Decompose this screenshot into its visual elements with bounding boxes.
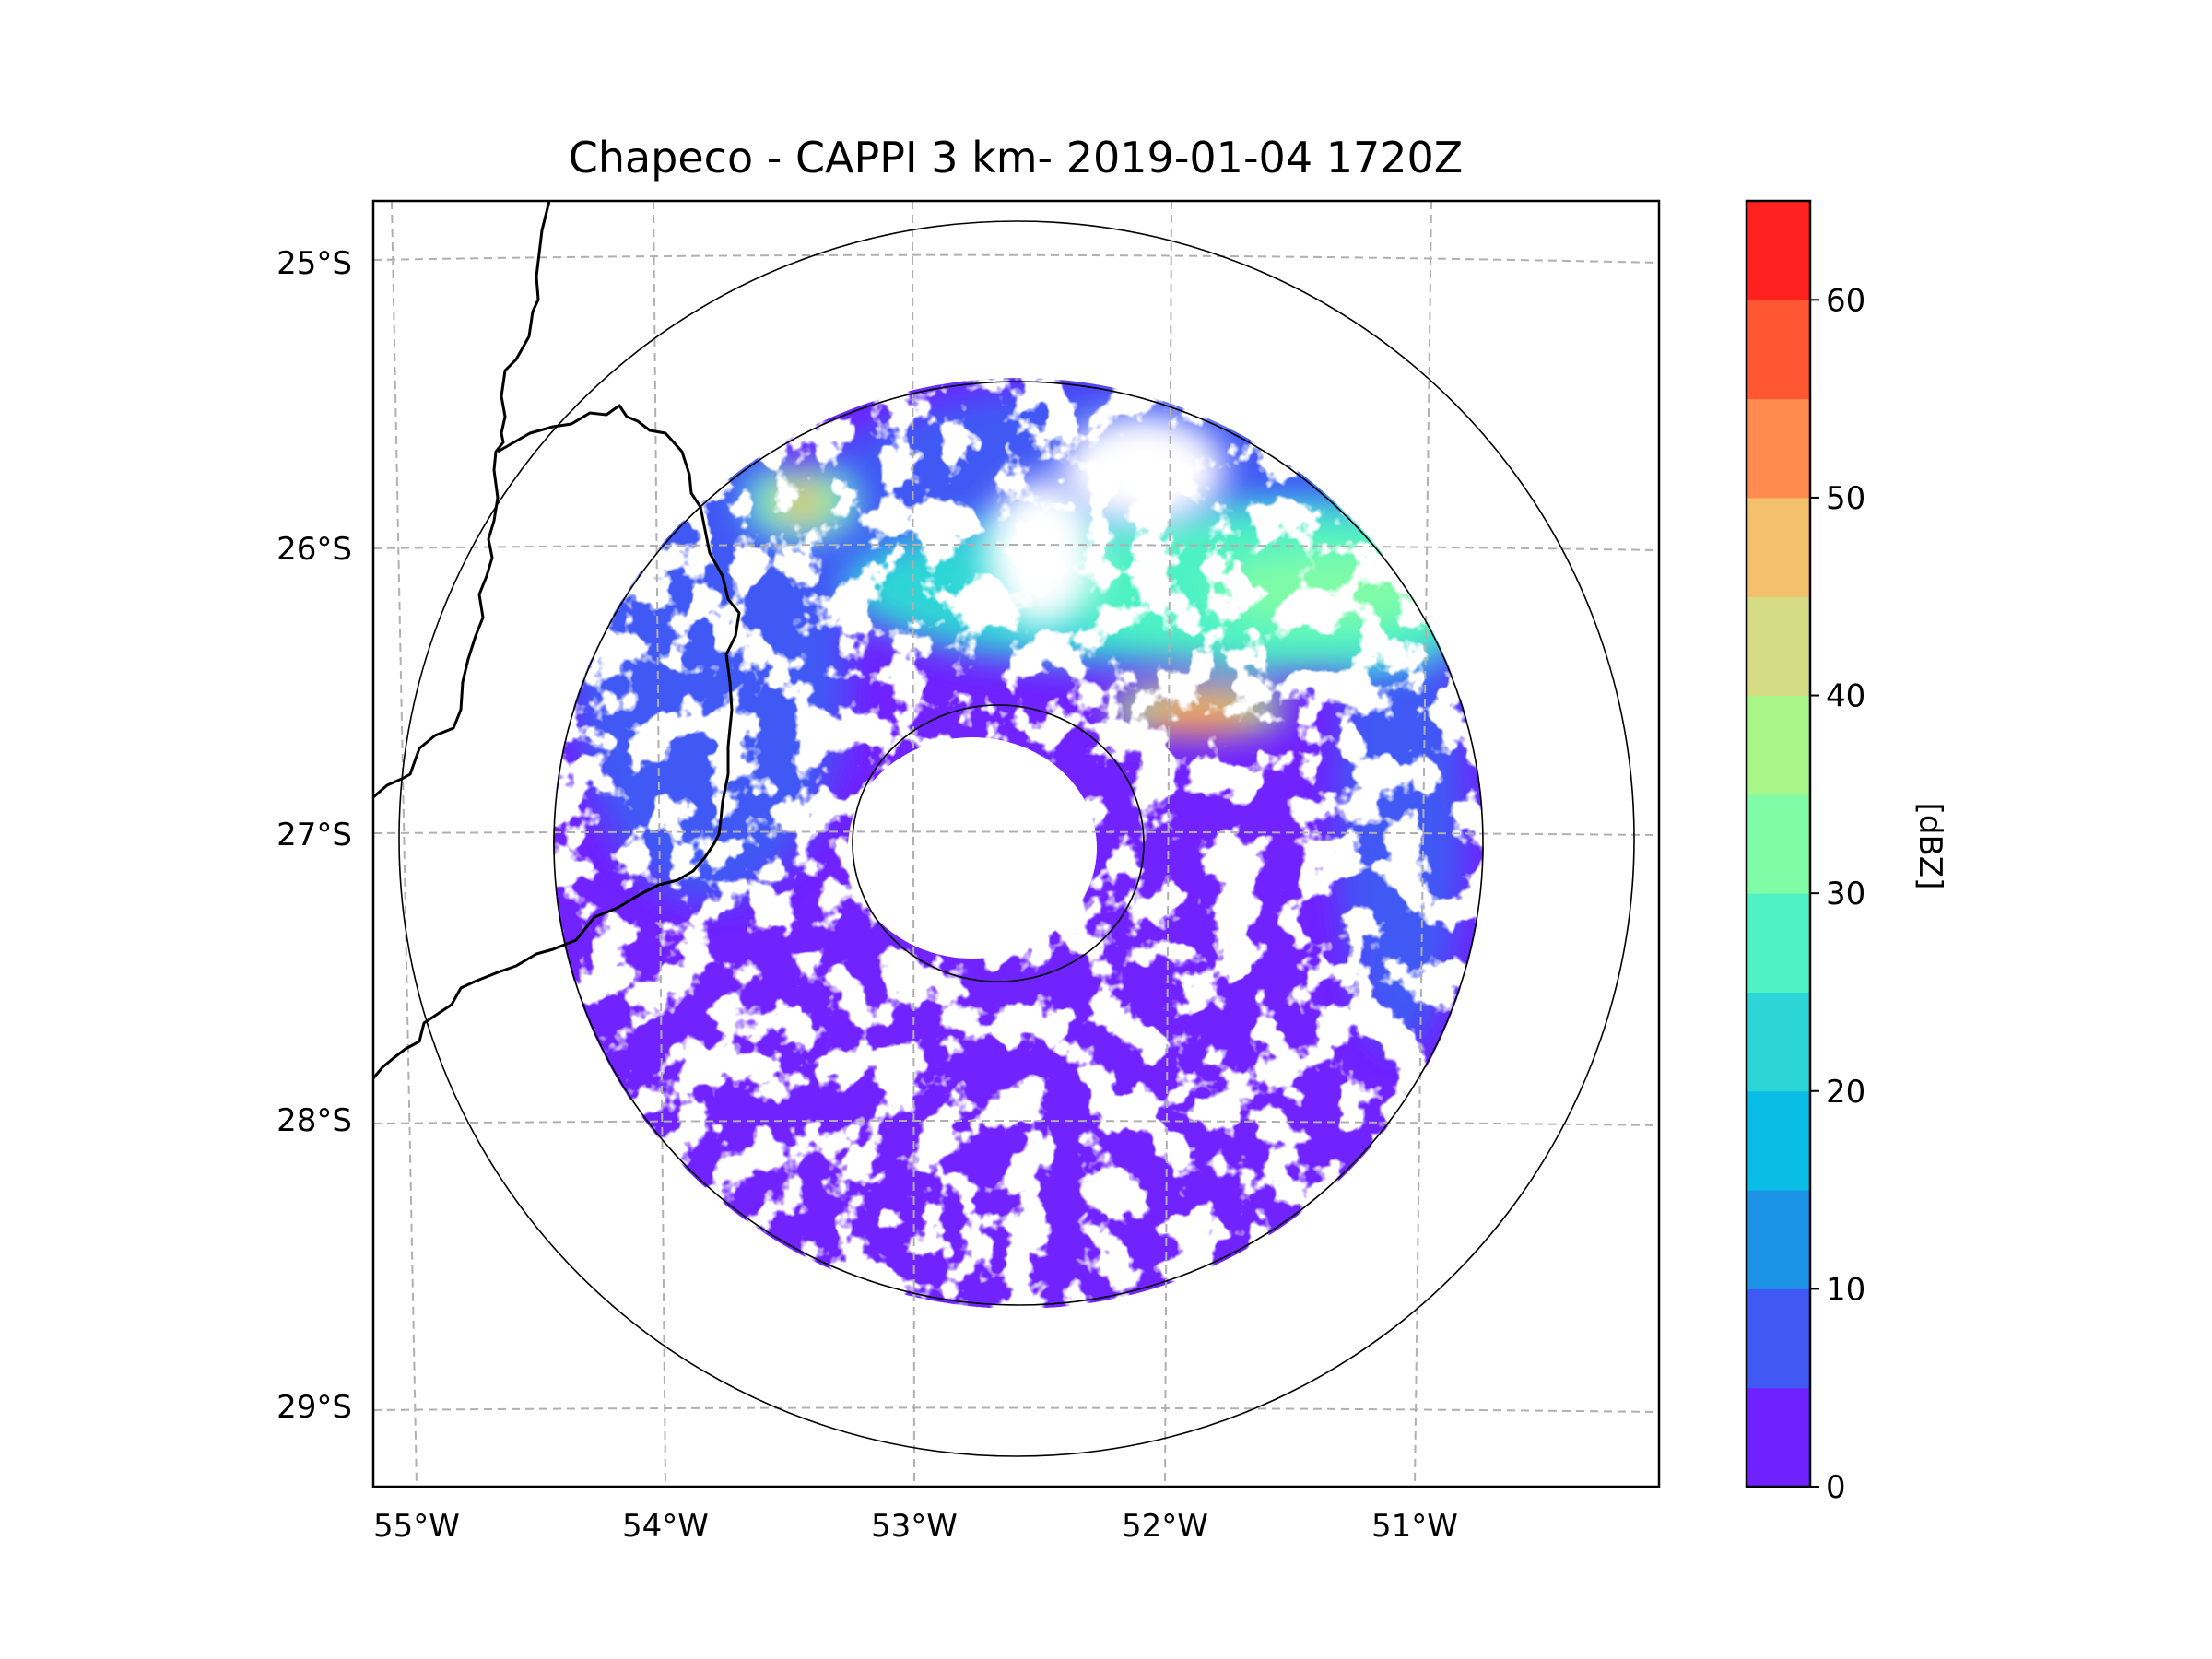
y-tick-label: 27°S: [276, 817, 352, 853]
colorbar-segment: [1747, 596, 1810, 697]
range-rings: [398, 220, 1635, 1457]
gridlines: [373, 201, 1659, 1487]
gridline-lat-26: [373, 543, 1659, 551]
y-axis-ticks: 25°S 26°S 27°S 28°S 29°S: [276, 245, 352, 1426]
chart-title: Chapeco - CAPPI 3 km- 2019-01-04 1720Z: [569, 133, 1464, 182]
colorbar-label: [dBZ]: [1912, 803, 1948, 890]
x-tick-label: 51°W: [1371, 1508, 1458, 1545]
x-tick-label: 55°W: [373, 1508, 460, 1545]
colorbar-tick-label: 60: [1826, 282, 1865, 319]
range-ring-inner: [852, 704, 1145, 982]
x-tick-label: 54°W: [622, 1508, 709, 1545]
colorbar-ticks: 0 10 20 30 40 50 60: [1810, 282, 1865, 1506]
y-tick-label: 26°S: [276, 531, 352, 568]
border-brazil-argentina: [373, 404, 741, 1079]
colorbar-segment: [1747, 992, 1810, 1092]
colorbar-segment: [1747, 398, 1810, 499]
colorbar-tick-label: 30: [1826, 876, 1865, 912]
x-tick-label: 52°W: [1122, 1508, 1208, 1545]
colorbar-segment: [1747, 893, 1810, 993]
colorbar-segment: [1747, 497, 1810, 597]
colorbar-tick-label: 0: [1826, 1469, 1846, 1506]
gridline-lat-27: [373, 830, 1659, 836]
gridline-lon-51: [1414, 201, 1432, 1487]
colorbar-tick-label: 10: [1826, 1271, 1865, 1308]
range-ring-outer: [398, 220, 1635, 1457]
colorbar-segment: [1747, 1387, 1810, 1488]
colorbar-segment: [1747, 1090, 1810, 1191]
colorbar: 0 10 20 30 40 50 60 [dBZ]: [1745, 199, 1948, 1506]
gridline-lat-29: [373, 1406, 1659, 1413]
colorbar-tick-label: 50: [1826, 480, 1865, 517]
country-borders: [373, 201, 741, 1079]
y-tick-label: 29°S: [276, 1389, 352, 1426]
colorbar-segment: [1747, 695, 1810, 795]
colorbar-segment: [1747, 201, 1810, 300]
gridline-lon-55: [391, 201, 418, 1487]
colorbar-segment: [1747, 1288, 1810, 1389]
colorbar-segment: [1747, 794, 1810, 894]
map-axes: 25°S 26°S 27°S 28°S 29°S 55°W 54°W 53°W …: [276, 199, 1661, 1545]
gridline-lon-53: [912, 201, 915, 1487]
colorbar-segments: [1747, 201, 1810, 1488]
y-tick-label: 28°S: [276, 1102, 352, 1139]
gridline-lat-25: [373, 253, 1659, 264]
gridline-lon-54: [653, 201, 666, 1487]
colorbar-segment: [1747, 300, 1810, 400]
colorbar-segment: [1747, 1190, 1810, 1289]
gridline-lon-52: [1164, 201, 1172, 1487]
gridline-lat-28: [373, 1119, 1659, 1126]
y-tick-label: 25°S: [276, 245, 352, 282]
border-brazil-paraguay: [373, 201, 551, 799]
colorbar-frame: [1745, 199, 1812, 1488]
colorbar-tick-label: 20: [1826, 1074, 1865, 1111]
colorbar-tick-label: 40: [1826, 678, 1865, 715]
plot-frame: [371, 199, 1661, 1488]
x-axis-ticks: 55°W 54°W 53°W 52°W 51°W: [373, 1508, 1458, 1545]
x-tick-label: 53°W: [871, 1508, 958, 1545]
range-ring-middle: [553, 381, 1484, 1306]
